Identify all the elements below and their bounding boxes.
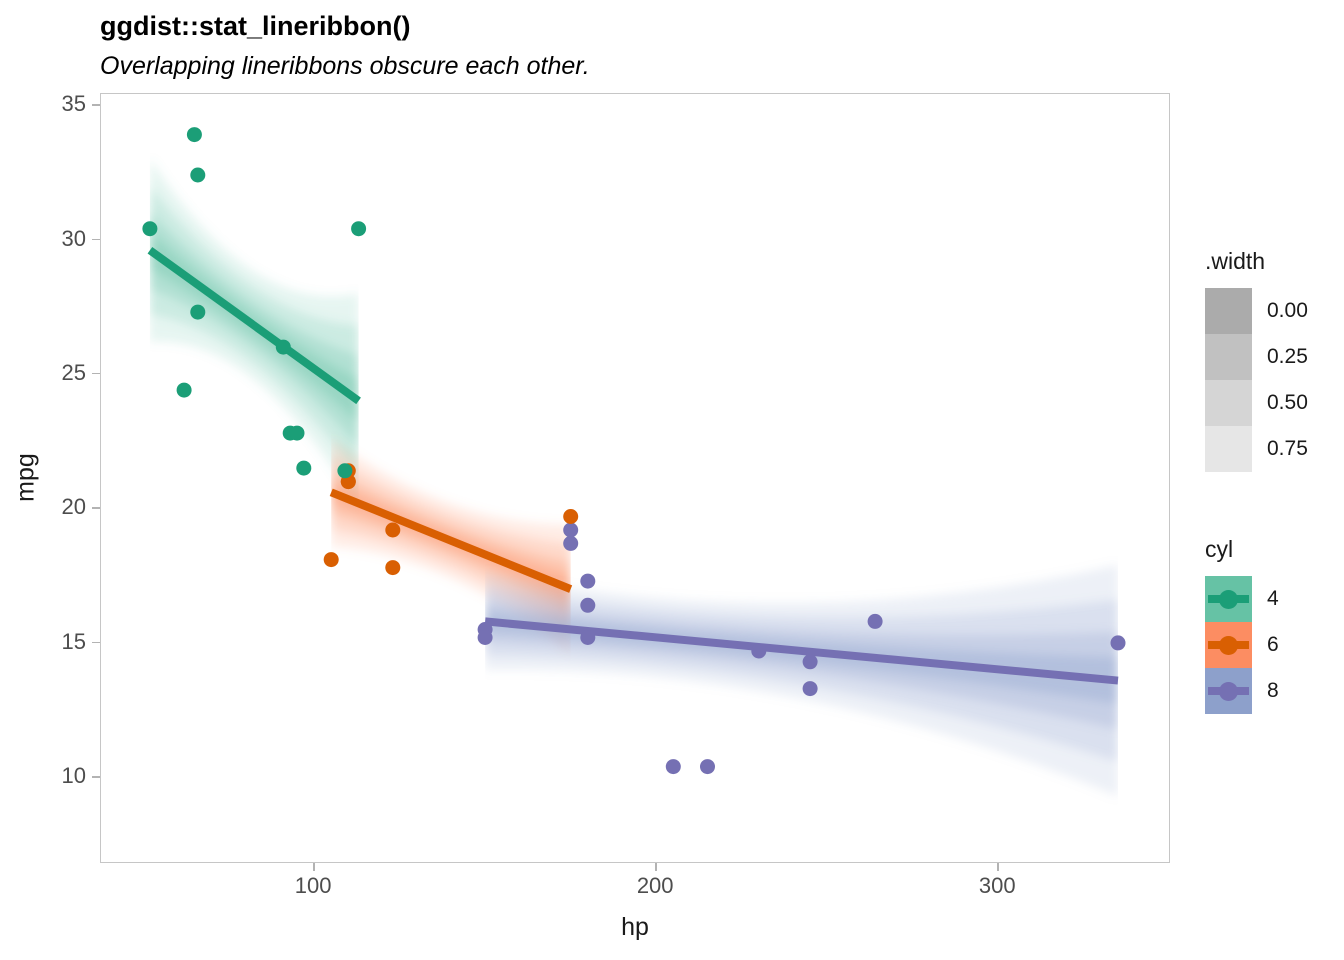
- y-tick-mark: [92, 507, 100, 509]
- data-point: [385, 560, 401, 576]
- width-swatch: [1205, 426, 1252, 472]
- x-tick-mark: [997, 863, 999, 871]
- plot-panel: [100, 93, 1170, 863]
- x-tick-mark: [313, 863, 315, 871]
- data-point: [142, 221, 158, 237]
- legend-width-entry: 0.00: [1205, 288, 1308, 334]
- data-point: [1110, 635, 1126, 651]
- x-tick-label: 200: [636, 873, 674, 898]
- legend-cyl-entry: 8: [1205, 668, 1279, 714]
- data-point: [802, 681, 818, 697]
- lineribbon-chart: [142, 127, 1126, 797]
- legend-width-label: 0.50: [1267, 391, 1308, 414]
- data-point: [190, 304, 206, 320]
- points-cyl-4: [142, 127, 367, 479]
- y-tick-mark: [92, 776, 100, 778]
- legend-width-entry: 0.50: [1205, 380, 1308, 426]
- data-point: [751, 643, 767, 659]
- data-point: [563, 535, 579, 551]
- x-tick-label: 100: [294, 873, 332, 898]
- cyl-key-swatch: [1205, 576, 1252, 622]
- data-point: [700, 759, 715, 775]
- y-axis-title-text: mpg: [11, 453, 40, 502]
- data-point: [289, 425, 305, 441]
- ribbon-cyl-4: [149, 158, 359, 509]
- cyl-key-dot-icon: [1219, 635, 1238, 655]
- data-point: [186, 127, 202, 143]
- data-point: [580, 573, 596, 589]
- legend-cyl: cyl 4 6 8: [1205, 536, 1279, 714]
- data-point: [477, 630, 493, 645]
- data-point: [176, 382, 192, 398]
- legend-width-label: 0.00: [1267, 299, 1308, 322]
- fit-line-cyl-4: [147, 247, 361, 405]
- plot-title: ggdist::stat_lineribbon(): [100, 11, 411, 41]
- legend-cyl-label: 4: [1267, 587, 1279, 610]
- y-tick-label: 20: [61, 494, 86, 520]
- y-tick-label: 10: [61, 763, 86, 789]
- legend-cyl-label: 6: [1267, 633, 1279, 656]
- legend-width-entry: 0.75: [1205, 426, 1308, 472]
- cyl-key-swatch: [1205, 668, 1252, 714]
- cyl-key-dot-icon: [1219, 589, 1238, 609]
- legend-width: .width 0.00 0.25 0.50 0.75: [1205, 248, 1308, 472]
- data-point: [867, 613, 883, 629]
- data-point: [351, 221, 367, 237]
- data-point: [385, 522, 401, 538]
- data-point: [323, 552, 339, 568]
- y-tick-mark: [92, 104, 100, 106]
- width-swatch: [1205, 380, 1252, 426]
- data-point: [580, 597, 596, 613]
- y-tick-label: 35: [61, 91, 86, 117]
- y-tick-mark: [92, 372, 100, 375]
- data-point: [190, 167, 206, 183]
- plot-subtitle: Overlapping lineribbons obscure each oth…: [100, 52, 590, 80]
- width-swatch: [1205, 334, 1252, 380]
- legend-cyl-rows: 4 6 8: [1205, 576, 1279, 714]
- x-tick-mark: [655, 863, 657, 871]
- legend-width-title: .width: [1205, 248, 1266, 274]
- fit-line-cyl-6: [329, 488, 573, 593]
- data-point: [802, 654, 818, 670]
- cyl-key-dot-icon: [1219, 681, 1238, 701]
- data-point: [563, 509, 579, 524]
- legend-cyl-label: 8: [1267, 679, 1279, 702]
- data-point: [337, 463, 353, 479]
- data-point: [665, 759, 681, 775]
- legend-width-label: 0.75: [1267, 437, 1308, 460]
- data-point: [275, 339, 291, 355]
- y-tick-label: 25: [61, 359, 86, 385]
- y-tick-mark: [92, 641, 100, 644]
- data-point: [296, 460, 312, 476]
- x-axis-title: hp: [621, 913, 649, 941]
- legend-cyl-title: cyl: [1205, 536, 1234, 562]
- legend-width-rows: 0.00 0.25 0.50 0.75: [1205, 288, 1308, 472]
- y-tick-label: 30: [61, 225, 86, 251]
- legend-width-entry: 0.25: [1205, 334, 1308, 380]
- x-tick-label: 300: [978, 873, 1016, 898]
- data-point: [563, 522, 579, 538]
- y-tick-mark: [92, 238, 100, 240]
- data-point: [580, 630, 596, 645]
- points-cyl-8: [477, 522, 1126, 775]
- ribbon-cyl-8: [485, 564, 1118, 797]
- legend-width-label: 0.25: [1267, 345, 1308, 368]
- legend-cyl-entry: 4: [1205, 576, 1279, 622]
- y-tick-label: 15: [61, 628, 86, 654]
- width-swatch: [1205, 288, 1252, 334]
- points-cyl-6: [323, 463, 579, 576]
- cyl-key-swatch: [1205, 622, 1252, 668]
- legend-cyl-entry: 6: [1205, 622, 1279, 668]
